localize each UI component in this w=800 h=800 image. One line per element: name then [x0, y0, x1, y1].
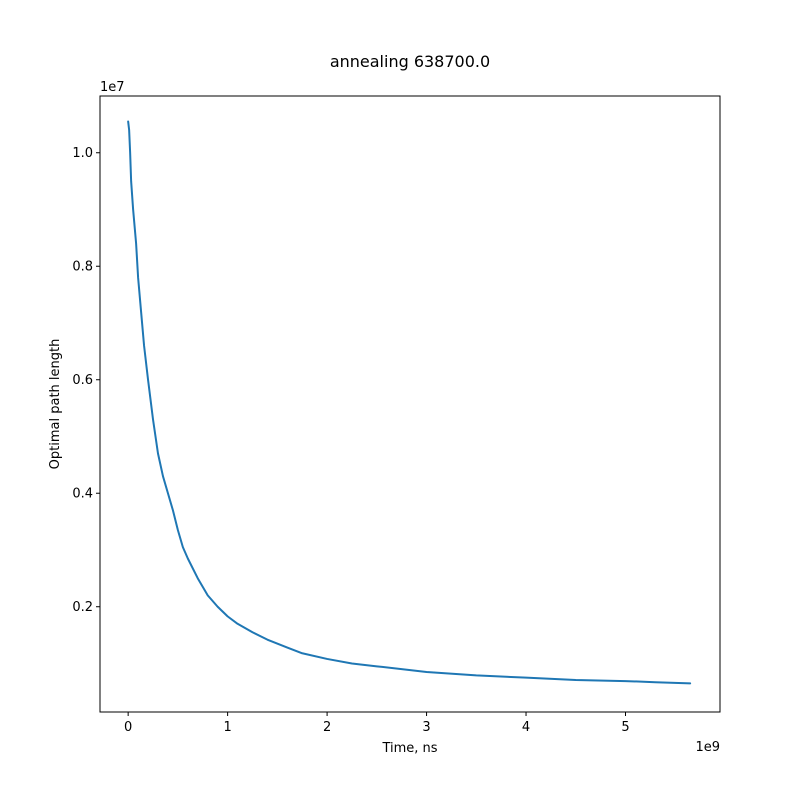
y-tick-label: 1.0: [72, 146, 93, 161]
x-tick-label: 0: [124, 720, 132, 735]
y-tick-label: 0.8: [72, 260, 93, 275]
x-axis-label: Time, ns: [381, 741, 437, 756]
y-tick-label: 0.4: [72, 487, 93, 502]
x-tick-label: 4: [522, 720, 530, 735]
y-axis-ticks: 0.2 0.4 0.6 0.8 1.0: [72, 146, 100, 615]
x-axis-ticks: 0 1 2 3 4 5: [124, 712, 630, 735]
x-tick-label: 5: [621, 720, 629, 735]
plot-frame: [99, 95, 721, 713]
x-tick-label: 3: [422, 720, 430, 735]
x-axis-offset-label: 1e9: [695, 740, 720, 755]
x-tick-label: 1: [223, 720, 231, 735]
chart-title: annealing 638700.0: [330, 52, 490, 71]
x-tick-label: 2: [323, 720, 331, 735]
series-layer: [127, 120, 692, 685]
series-line-0: [127, 120, 692, 685]
y-tick-label: 0.6: [72, 373, 93, 388]
y-axis-offset-label: 1e7: [100, 80, 125, 95]
y-axis-label: Optimal path length: [48, 339, 63, 470]
y-tick-label: 0.2: [72, 600, 93, 615]
